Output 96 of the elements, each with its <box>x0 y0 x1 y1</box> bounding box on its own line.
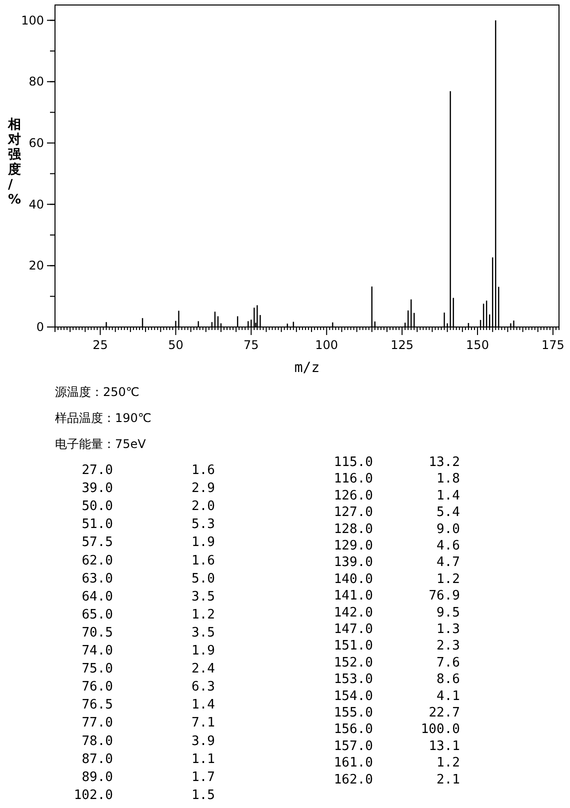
x-tick-label: 100 <box>315 338 338 352</box>
text: 6.3 <box>192 680 215 695</box>
text: 140.0 <box>334 572 373 587</box>
text: 51.0 <box>82 517 113 532</box>
text: 156.0 <box>334 722 373 738</box>
text: 1.5 <box>192 788 215 803</box>
text: 9.0 <box>436 522 460 537</box>
text: 74.0 <box>82 644 113 658</box>
text: 1.2 <box>436 756 460 771</box>
text: 63.0 <box>82 571 113 586</box>
text: 22.7 <box>428 706 460 720</box>
text: 152.0 <box>334 655 373 670</box>
text: 128.0 <box>334 522 373 537</box>
text: 4.7 <box>436 555 460 570</box>
text: 1.2 <box>436 572 460 587</box>
text: 102.0 <box>74 788 113 803</box>
text: 5.3 <box>192 517 215 532</box>
text: 126.0 <box>334 488 373 504</box>
text: 1.4 <box>192 698 216 713</box>
text: 78.0 <box>82 734 113 749</box>
text: 4.6 <box>436 538 460 554</box>
text: 129.0 <box>334 538 373 554</box>
x-tick-label: 150 <box>466 338 489 352</box>
text: 13.2 <box>428 455 460 470</box>
text: 116.0 <box>334 472 373 487</box>
text: 100.0 <box>420 722 460 738</box>
text: 77.0 <box>82 716 113 731</box>
text: 5.0 <box>192 571 215 586</box>
x-tick-label: 25 <box>92 338 108 352</box>
text: 162.0 <box>334 772 373 788</box>
y-tick-label: 100 <box>21 13 44 28</box>
text: 1.1 <box>192 752 215 767</box>
text: 1.3 <box>436 622 460 637</box>
text: 7.6 <box>436 655 460 670</box>
text: 1.6 <box>192 553 215 568</box>
text: 样品温度：190℃ <box>55 411 152 425</box>
text: 8.6 <box>436 672 460 688</box>
text: 65.0 <box>82 607 113 622</box>
text: 39.0 <box>82 481 113 496</box>
text: 151.0 <box>334 638 373 654</box>
text: 3.5 <box>192 625 215 640</box>
text: 27.0 <box>82 463 113 478</box>
text: 7.1 <box>192 716 215 731</box>
text: 1.4 <box>436 488 460 504</box>
text: 3.5 <box>192 589 215 604</box>
text: 75.0 <box>82 662 113 677</box>
text: 157.0 <box>334 738 373 754</box>
text: 76.5 <box>82 698 113 713</box>
text: 115.0 <box>334 455 373 470</box>
text: 2.9 <box>192 481 215 496</box>
text: 2.0 <box>192 499 215 514</box>
text: 87.0 <box>82 752 113 767</box>
text: 1.9 <box>192 535 215 550</box>
text: 4.1 <box>436 688 460 704</box>
y-tick-label: 80 <box>28 74 44 89</box>
text: 1.2 <box>192 607 215 622</box>
text: 62.0 <box>82 553 113 568</box>
x-tick-label: 50 <box>168 338 184 352</box>
text: 5.4 <box>436 505 460 520</box>
x-tick-label: 125 <box>390 338 414 352</box>
y-tick-label: 40 <box>28 197 44 212</box>
text: 57.5 <box>82 535 113 550</box>
text: 1.7 <box>192 770 215 785</box>
text: 141.0 <box>334 588 373 604</box>
text: 源温度：250℃ <box>55 385 140 399</box>
y-axis-title: 相对强度/% <box>7 118 22 208</box>
text: 76.9 <box>428 588 460 604</box>
text: 3.9 <box>192 734 215 749</box>
text: 1.6 <box>192 463 215 478</box>
text: 142.0 <box>334 605 373 620</box>
text: 13.1 <box>428 738 460 754</box>
text: 1.8 <box>436 472 460 487</box>
y-tick-label: 20 <box>28 258 44 273</box>
text: 139.0 <box>334 555 373 570</box>
text: 161.0 <box>334 756 373 771</box>
text: 9.5 <box>436 605 460 620</box>
text: 153.0 <box>334 672 373 688</box>
text: 76.0 <box>82 680 113 695</box>
text: 154.0 <box>334 688 373 704</box>
text: 2.1 <box>436 772 460 788</box>
x-axis-title: m/z <box>294 360 320 376</box>
text: 127.0 <box>334 505 373 520</box>
text: 70.5 <box>82 625 113 640</box>
text: 155.0 <box>334 706 373 720</box>
text: 2.4 <box>192 662 216 677</box>
text: 147.0 <box>334 622 373 637</box>
text: 89.0 <box>82 770 113 785</box>
text: 2.3 <box>436 638 460 654</box>
text: 1.9 <box>192 644 215 658</box>
y-tick-label: 0 <box>36 320 44 334</box>
x-tick-label: 75 <box>244 338 259 352</box>
text: 50.0 <box>82 499 113 514</box>
text: 64.0 <box>82 589 113 604</box>
y-tick-label: 60 <box>28 136 44 150</box>
x-tick-label: 175 <box>542 338 564 352</box>
text: 电子能量：75eV <box>55 437 147 451</box>
